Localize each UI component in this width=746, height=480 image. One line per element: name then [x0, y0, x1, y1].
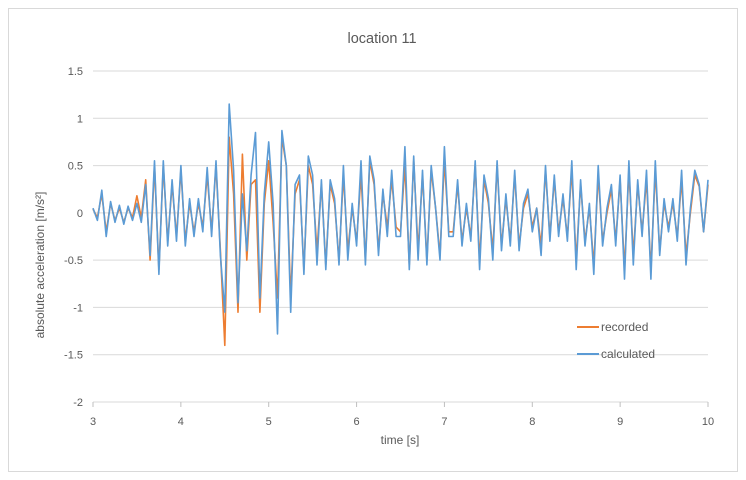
x-axis-ticks: 3 4 5 6 7 8 9 10	[90, 402, 714, 428]
x-tick-label: 3	[90, 416, 96, 428]
y-tick-label: -1	[73, 302, 83, 314]
x-tick-label: 9	[617, 416, 623, 428]
gridlines	[93, 70, 708, 403]
x-tick-label: 6	[354, 416, 360, 428]
legend-label-calculated: calculated	[601, 347, 655, 361]
y-tick-label: 1.5	[68, 66, 83, 78]
x-tick-label: 8	[529, 416, 535, 428]
y-tick-label: -1.5	[64, 350, 83, 362]
y-tick-label: -2	[73, 397, 83, 409]
x-tick-label: 10	[702, 416, 714, 428]
legend: recorded calculated	[577, 320, 655, 361]
legend-label-recorded: recorded	[601, 320, 648, 334]
y-axis-ticks: -2 -1.5 -1 -0.5 0 0.5 1 1.5	[64, 66, 83, 409]
chart-title: location 11	[347, 31, 416, 47]
series-lines	[92, 103, 709, 347]
y-tick-label: -0.5	[64, 255, 83, 267]
y-tick-label: 1	[77, 113, 83, 125]
x-tick-label: 4	[178, 416, 184, 428]
x-tick-label: 5	[266, 416, 272, 428]
y-tick-label: 0	[77, 208, 83, 220]
series-line-calculated	[92, 103, 709, 335]
y-axis-label: absolute acceleration [m/s²]	[33, 192, 47, 339]
x-tick-label: 7	[441, 416, 447, 428]
x-axis-label: time [s]	[381, 433, 420, 447]
y-tick-label: 0.5	[68, 161, 83, 173]
